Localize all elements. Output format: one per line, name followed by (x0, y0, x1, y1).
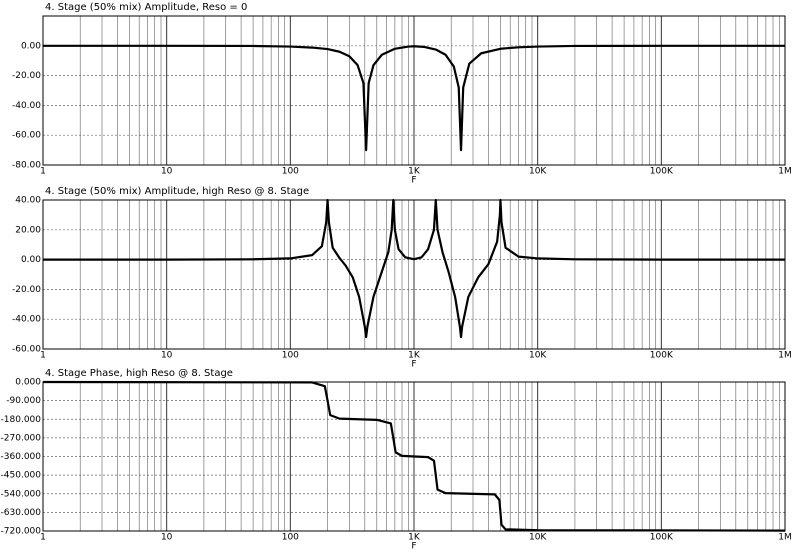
x-axis-label: F (411, 176, 416, 186)
x-tick-label: 100K (650, 167, 674, 177)
x-tick-label: 1M (778, 351, 792, 361)
x-tick-label: 1 (40, 351, 46, 361)
y-tick-label: -20.00 (12, 285, 41, 295)
x-tick-label: 1 (40, 167, 46, 177)
y-tick-label: -720.000 (1, 527, 42, 537)
x-tick-label: 100K (650, 533, 674, 543)
x-tick-label: 1M (778, 533, 792, 543)
x-tick-label: 10 (161, 351, 173, 361)
y-tick-label: -180.000 (1, 415, 42, 425)
y-tick-label: 0.000 (15, 378, 41, 388)
y-tick-label: -90.000 (6, 396, 41, 406)
x-axis-label: F (411, 360, 416, 370)
plot-frame (42, 199, 786, 350)
plot-frame (42, 15, 786, 166)
x-tick-label: 1K (408, 351, 421, 361)
x-tick-label: 100 (282, 351, 299, 361)
x-tick-label: 1M (778, 167, 792, 177)
x-tick-label: 100 (282, 533, 299, 543)
x-tick-label: 100 (282, 167, 299, 177)
x-tick-label: 1 (40, 533, 46, 543)
chart-title: 4. Stage Phase, high Reso @ 8. Stage (45, 368, 233, 379)
y-tick-label: -450.000 (1, 471, 42, 481)
plot-frame (42, 381, 786, 532)
y-tick-label: -270.000 (1, 433, 42, 443)
y-tick-label: 0.00 (21, 41, 41, 51)
y-tick-label: 40.00 (15, 196, 41, 206)
x-tick-label: 100K (650, 351, 674, 361)
x-tick-label: 10K (529, 533, 547, 543)
chart-title: 4. Stage (50% mix) Amplitude, Reso = 0 (45, 2, 247, 13)
y-tick-label: -540.000 (1, 489, 42, 499)
y-tick-label: 0.00 (21, 255, 41, 265)
chart-title: 4. Stage (50% mix) Amplitude, high Reso … (45, 186, 309, 197)
y-tick-label: -20.00 (12, 71, 41, 81)
y-tick-label: -80.00 (12, 161, 41, 171)
data-line (43, 198, 785, 339)
data-line (42, 380, 786, 532)
data-line (43, 44, 785, 152)
x-tick-label: 10 (161, 533, 173, 543)
y-tick-label: -60.00 (12, 131, 41, 141)
x-tick-label: 10K (529, 167, 547, 177)
x-tick-label: 10K (529, 351, 547, 361)
y-tick-label: -40.00 (12, 101, 41, 111)
x-tick-label: 1K (408, 167, 421, 177)
x-tick-label: 1K (408, 533, 421, 543)
x-axis-label: F (411, 542, 416, 551)
y-tick-label: -630.000 (1, 508, 42, 518)
y-tick-label: -40.00 (12, 315, 41, 325)
x-tick-label: 10 (161, 167, 173, 177)
y-tick-label: -360.000 (1, 452, 42, 462)
y-tick-label: -60.00 (12, 345, 41, 355)
y-tick-label: 20.00 (15, 225, 41, 235)
